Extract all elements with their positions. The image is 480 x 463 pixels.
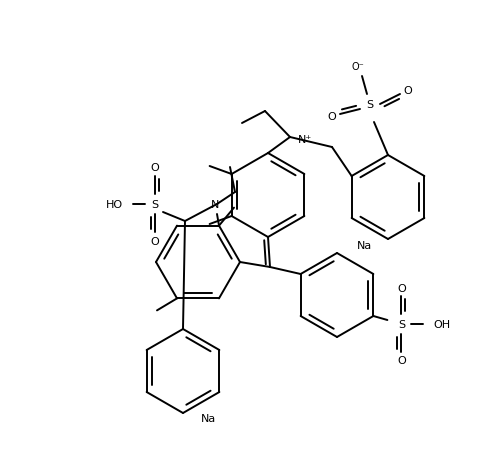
Text: S: S [151, 200, 158, 210]
Text: O: O [397, 355, 406, 365]
Text: O: O [397, 283, 406, 294]
Text: OH: OH [433, 319, 451, 329]
Text: O: O [328, 112, 336, 122]
Text: S: S [366, 100, 373, 110]
Text: O: O [151, 163, 159, 173]
Text: N⁺: N⁺ [298, 135, 312, 144]
Text: O: O [151, 237, 159, 246]
Text: Na: Na [201, 413, 216, 423]
Text: Na: Na [357, 240, 372, 250]
Text: O: O [404, 86, 412, 96]
Text: HO: HO [106, 200, 123, 210]
Text: N: N [211, 200, 219, 210]
Text: S: S [398, 319, 405, 329]
Text: O⁻: O⁻ [352, 62, 364, 72]
